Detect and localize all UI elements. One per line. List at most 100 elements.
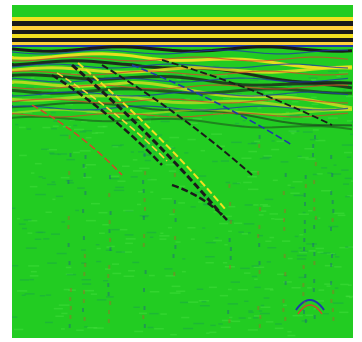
noise-speck [259,157,270,160]
diagonal-reflection [56,72,168,162]
noise-speck [285,111,290,114]
noise-speck [47,183,57,186]
streak-mark [302,292,305,296]
noise-speck [21,294,26,296]
layer-fringe [12,105,349,111]
noise-speck [142,119,152,121]
noise-speck [342,89,346,91]
streak-mark [283,218,285,222]
noise-speck [265,79,269,81]
noise-speck [90,293,98,295]
layer-reflection [12,73,353,90]
noise-speck [260,306,271,308]
noise-speck [316,173,323,175]
noise-speck [123,209,134,212]
noise-speck [251,275,258,278]
noise-speck [77,187,85,189]
noise-speck [68,289,76,291]
noise-speck [244,272,251,274]
streak-mark [332,317,335,321]
noise-speck [163,108,174,110]
noise-speck [64,103,73,106]
noise-speck [260,210,267,212]
noise-speck [292,314,303,317]
noise-speck [250,79,259,82]
noise-speck [308,210,313,212]
noise-speck [231,320,241,323]
noise-speck [269,289,274,291]
noise-speck [219,222,229,225]
noise-speck [25,86,34,89]
noise-speck [19,126,26,129]
noise-speck [294,235,299,238]
noise-speck [290,192,300,194]
noise-speck [16,217,20,220]
noise-speck [38,176,43,178]
noise-speck [47,149,57,151]
noise-speck [264,198,274,201]
noise-speck [143,121,151,123]
streak-mark [144,171,147,175]
noise-speck [181,316,190,319]
streak-mark [143,324,146,328]
noise-speck [298,251,308,254]
noise-speck [82,130,92,132]
noise-speck [130,176,138,178]
noise-speck [199,305,210,307]
diagonal-reflection [171,183,228,221]
noise-speck [30,172,35,174]
noise-speck [60,153,68,155]
streak-mark [69,153,72,157]
noise-speck [260,304,265,307]
streak-mark [304,274,307,278]
streak-mark [303,193,306,197]
noise-speck [133,306,140,308]
noise-speck [225,181,231,184]
streak-mark [331,254,333,258]
noise-speck [287,85,292,87]
noise-speck [103,280,109,282]
reflection-band [12,17,353,21]
noise-speck [350,180,353,182]
noise-speck [269,236,275,239]
noise-speck [158,114,169,116]
noise-speck [169,136,180,139]
noise-speck [28,265,40,267]
noise-speck [82,283,92,285]
streak-mark [313,279,316,283]
streak-mark [258,144,261,148]
streak-mark [229,256,232,260]
streak-mark [108,220,111,224]
streak-mark [302,283,305,287]
streak-mark [303,301,306,305]
noise-speck [121,251,133,253]
streak-mark [84,191,87,195]
noise-speck [18,223,26,225]
noise-speck [253,204,259,206]
streak-mark [227,310,230,314]
noise-speck [125,242,133,245]
noise-speck [247,232,251,234]
reflection-band [12,45,353,47]
noise-speck [224,244,228,246]
streak-mark [259,207,262,211]
noise-speck [175,74,184,77]
streak-mark [67,225,70,229]
noise-speck [87,327,98,329]
noise-speck [328,117,338,119]
noise-speck [308,250,316,252]
noise-speck [187,227,196,229]
streak-mark [83,272,86,276]
noise-speck [65,179,73,182]
noise-speck [244,204,253,206]
noise-speck [187,138,196,141]
streak-mark [67,216,70,220]
reflection-band [12,34,353,38]
streak-mark [83,290,85,294]
noise-speck [95,244,100,246]
noise-speck [254,140,260,143]
noise-speck [232,182,240,185]
noise-speck [243,181,252,184]
noise-speck [112,263,119,265]
noise-speck [138,312,147,315]
